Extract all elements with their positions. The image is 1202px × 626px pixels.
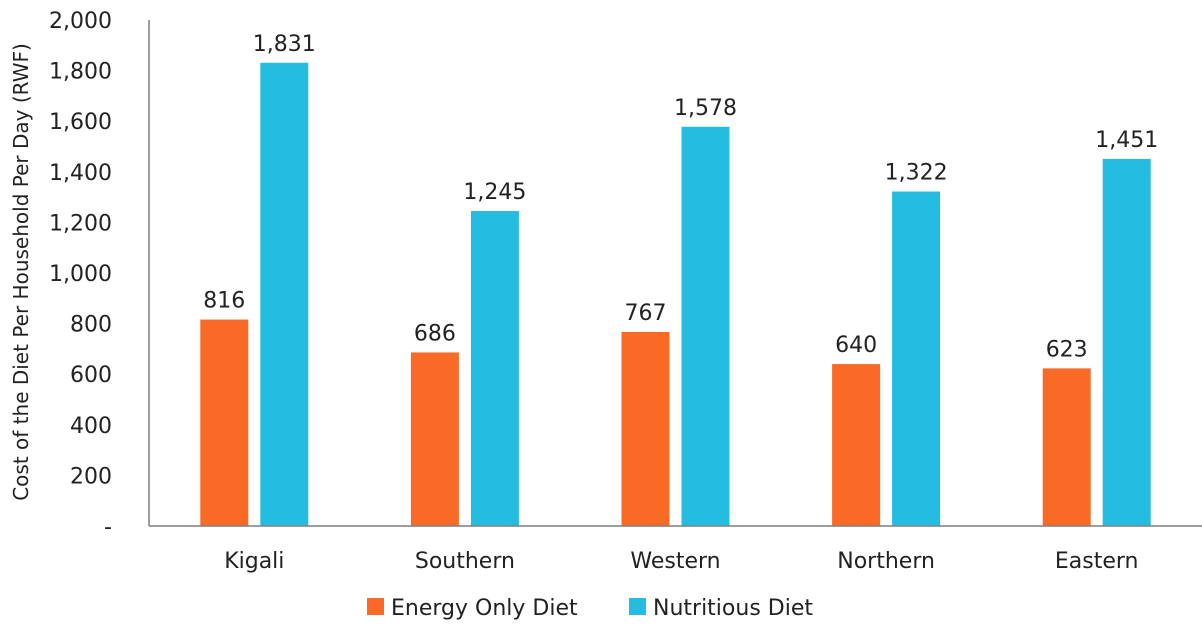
bar-energy-only-diet [200,319,249,526]
data-label: 1,451 [1095,128,1158,153]
bar-energy-only-diet [410,352,459,526]
legend-swatch [367,598,384,615]
y-tick-label: 1,200 [49,211,112,236]
x-tick-label: Kigali [224,549,284,574]
x-tick-label: Western [630,549,720,574]
y-tick-label: 600 [70,363,112,388]
legend-label: Energy Only Diet [391,596,578,621]
data-label: 1,322 [885,161,948,186]
bar-nutritious-diet [1102,158,1151,526]
bar-nutritious-diet [892,191,941,526]
x-tick-label: Northern [837,549,935,574]
y-tick-label: - [104,515,112,540]
bar-energy-only-diet [1042,368,1091,526]
y-tick-label: 2,000 [49,9,112,34]
bar-energy-only-diet [621,331,670,526]
x-tick-label: Eastern [1055,549,1139,574]
legend-label: Nutritious Diet [653,596,813,621]
data-label: 767 [625,301,667,326]
bar-nutritious-diet [260,62,309,527]
legend-swatch [629,598,646,615]
y-tick-label: 800 [70,313,112,338]
data-label: 640 [835,333,877,358]
bars [200,62,1151,527]
data-label: 623 [1046,337,1088,362]
y-tick-label: 1,600 [49,110,112,135]
data-label: 1,245 [463,180,526,205]
x-tick-label: Southern [415,549,515,574]
y-tick-label: 400 [70,414,112,439]
bar-energy-only-diet [832,364,881,526]
legend: Energy Only Diet Nutritious Diet [367,596,813,621]
x-axis-ticks: Kigali Southern Western Northern Eastern [224,549,1138,574]
y-tick-label: 200 [70,464,112,489]
bar-nutritious-diet [470,211,519,526]
y-axis-title: Cost of the Diet Per Household Per Day (… [9,43,33,501]
y-tick-label: 1,000 [49,262,112,287]
data-label: 686 [414,321,456,346]
data-label: 816 [203,289,245,314]
y-axis-ticks: - 200 400 600 800 1,000 1,200 1,400 1,600 1,800 2,… [49,9,112,540]
bar-nutritious-diet [681,126,730,527]
data-label: 1,578 [674,96,737,121]
data-labels: 816 1,831 686 1,245 767 1,578 640 1,322 623 1,451 [203,32,1158,363]
y-tick-label: 1,800 [49,60,112,85]
y-tick-label: 1,400 [49,161,112,186]
data-label: 1,831 [253,32,316,57]
